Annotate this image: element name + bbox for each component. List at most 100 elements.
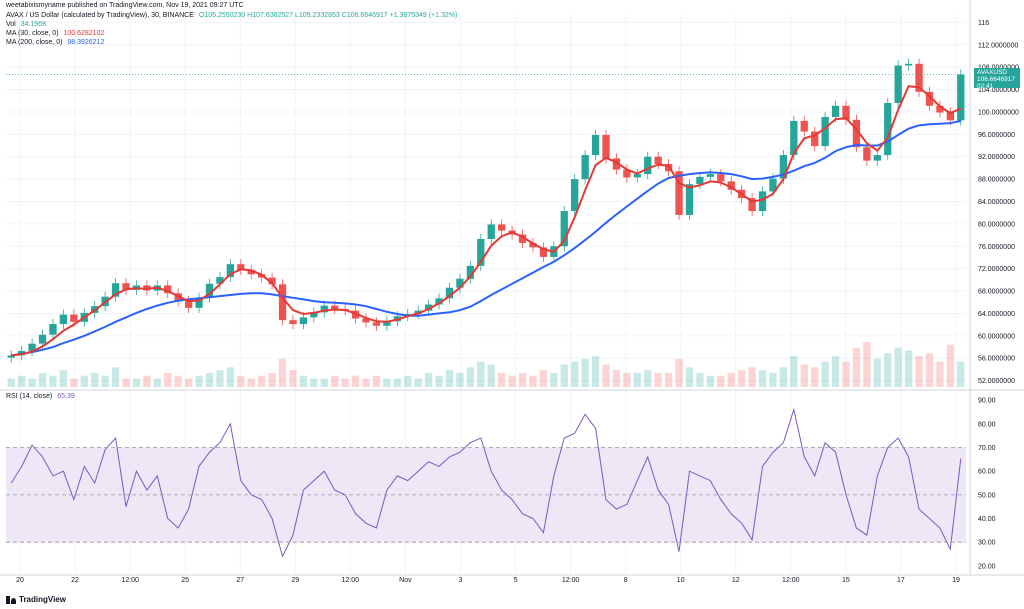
volume-bar	[258, 375, 266, 387]
volume-bar	[873, 358, 881, 387]
candle-body	[372, 322, 381, 326]
volume-bar	[936, 361, 944, 387]
candle-body	[164, 285, 172, 294]
volume-bar	[278, 358, 287, 387]
volume-bar	[362, 378, 370, 387]
ma30-value: 100.6282102	[63, 30, 105, 37]
price-tick-label: 100.0000000	[978, 109, 1019, 116]
volume-bar	[664, 372, 673, 387]
candle-body	[174, 293, 182, 302]
volume-bar	[738, 370, 746, 387]
volume-bar	[821, 361, 829, 387]
time-tick-label: 12:00	[562, 577, 580, 584]
candle-body	[904, 63, 913, 66]
volume-bar	[195, 375, 203, 387]
author-text: weetabixismyname published on TradingVie…	[6, 2, 244, 9]
volume-bar	[811, 367, 819, 387]
volume-bar	[790, 356, 798, 387]
volume-bar	[289, 370, 297, 387]
time-tick-label: 12:00	[121, 577, 139, 584]
candle-body	[936, 105, 944, 113]
volume-bar	[842, 361, 850, 387]
volume-bar	[654, 372, 662, 387]
candle-body	[195, 297, 203, 308]
volume-bar	[80, 375, 88, 387]
volume-bar	[946, 344, 954, 387]
candle-body	[623, 169, 631, 178]
volume-bar	[143, 375, 151, 387]
volume-bar	[383, 378, 391, 387]
vol-legend[interactable]: Vol 34.196K	[6, 20, 50, 29]
volume-bar	[612, 370, 621, 387]
ma30-legend[interactable]: MA (30, close, 0) 100.6282102	[6, 29, 107, 38]
volume-bar	[529, 375, 537, 387]
vol-value: 34.196K	[20, 21, 47, 28]
volume-bar	[18, 375, 26, 387]
moving-averages	[6, 74, 966, 357]
ma200-value: 98.3926212	[67, 39, 105, 46]
volume-bar	[717, 375, 725, 387]
volume-bar	[477, 361, 485, 387]
price-tick-label: 88.0000000	[978, 177, 1015, 184]
candle-body	[237, 264, 245, 270]
volume-bar	[164, 372, 172, 387]
volume-bar	[602, 364, 610, 387]
volume-bar	[414, 378, 422, 387]
candle-body	[216, 277, 224, 284]
volume-bar	[831, 356, 840, 387]
volume-bar	[205, 372, 214, 387]
volume-bar	[685, 367, 694, 387]
time-tick-label: 19	[952, 577, 960, 584]
volume-bar	[957, 361, 965, 387]
candle-body	[811, 131, 819, 147]
candle-body	[706, 174, 714, 177]
tradingview-logo[interactable]: TradingView	[6, 595, 66, 604]
rsi-series	[10, 407, 962, 558]
volume-bar	[884, 353, 892, 387]
candle-body	[28, 343, 36, 351]
time-tick-label: 17	[897, 577, 905, 584]
rsi-tick-label: 60.00	[978, 469, 996, 476]
volume-bar	[247, 378, 255, 387]
volume-bar	[237, 375, 245, 387]
volume-bar	[581, 358, 589, 387]
price-tick-label: 104.0000000	[978, 87, 1019, 94]
volume-bar	[299, 375, 308, 387]
candle-body	[498, 224, 506, 231]
rsi-tick-label: 90.00	[978, 398, 996, 405]
time-tick-label: 12:00	[342, 577, 360, 584]
candle-body	[790, 120, 798, 156]
candle-body	[581, 155, 589, 180]
volume-bar	[508, 375, 516, 387]
rsi-tick-label: 70.00	[978, 445, 996, 452]
volume-bar	[904, 350, 913, 387]
volume-bar	[38, 372, 47, 387]
volume-bar	[351, 375, 360, 387]
time-tick-label: 10	[677, 577, 685, 584]
candle-body	[435, 298, 443, 305]
candle-body	[852, 119, 861, 148]
price-tick-label: 84.0000000	[978, 199, 1015, 206]
volume-bar	[91, 372, 99, 387]
candle-body	[644, 156, 652, 175]
candle-body	[529, 242, 537, 248]
candle-body	[800, 120, 808, 132]
ma200-label: MA (200, close, 0)	[6, 39, 63, 46]
volume-bar	[894, 347, 902, 387]
volume-bar	[591, 356, 600, 387]
candle-body	[122, 283, 130, 290]
ma200-line	[11, 119, 962, 357]
volume-bar	[852, 347, 861, 387]
candle-body	[727, 181, 735, 190]
price-tick-label: 76.0000000	[978, 244, 1015, 251]
candle-body	[278, 284, 287, 321]
ma200-legend[interactable]: MA (200, close, 0) 98.3926212	[6, 38, 107, 47]
ohlc-values: O105.2550230 H107.6362527 L105.2332853 C…	[198, 12, 458, 19]
candle-body	[821, 116, 829, 147]
rsi-legend[interactable]: RSI (14, close) 65.39	[6, 392, 78, 401]
volume-bar	[696, 372, 704, 387]
time-tick-label: 22	[71, 577, 79, 584]
tradingview-icon	[6, 595, 16, 604]
volume-bar	[633, 372, 641, 387]
